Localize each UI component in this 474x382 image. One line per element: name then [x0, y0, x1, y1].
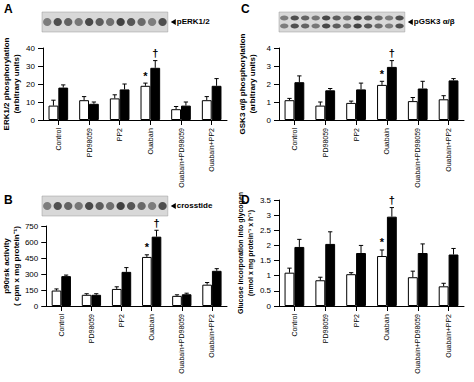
svg-text:40: 40	[26, 44, 35, 53]
svg-text:Control: Control	[55, 128, 62, 151]
svg-text:4: 4	[267, 44, 272, 53]
svg-text:PP2: PP2	[353, 314, 360, 327]
svg-text:p90rsk activity: p90rsk activity	[2, 238, 11, 294]
svg-text:Ouabain+PP2: Ouabain+PP2	[445, 128, 452, 172]
svg-text:0: 0	[34, 302, 39, 311]
svg-text:(arbitrary units): (arbitrary units)	[12, 54, 21, 113]
svg-text:PD98059: PD98059	[322, 128, 329, 157]
svg-text:30: 30	[26, 62, 35, 71]
svg-text:300: 300	[25, 270, 39, 279]
svg-text:PD98059: PD98059	[322, 314, 329, 343]
svg-text:Ouabain+PD98059: Ouabain+PD98059	[178, 314, 185, 374]
svg-text:†: †	[389, 194, 395, 206]
svg-text:450: 450	[25, 254, 39, 263]
svg-text:Ouabain+PP2: Ouabain+PP2	[445, 314, 452, 358]
svg-text:1.5: 1.5	[260, 256, 272, 265]
svg-text:A: A	[4, 2, 13, 16]
svg-text:0: 0	[267, 116, 272, 125]
svg-text:2.5: 2.5	[260, 226, 272, 235]
svg-text:Glucose incorporation into gly: Glucose incorporation into glycogen	[237, 192, 245, 314]
svg-text:3: 3	[267, 211, 272, 220]
svg-text:20: 20	[26, 80, 35, 89]
svg-text:C: C	[241, 2, 250, 16]
svg-text:Ouabain+PP2: Ouabain+PP2	[208, 128, 215, 172]
svg-text:D: D	[241, 193, 250, 207]
svg-text:Control: Control	[58, 314, 65, 337]
svg-text:Ouabain: Ouabain	[383, 128, 390, 155]
svg-text:crosstide: crosstide	[177, 201, 213, 210]
svg-text:*: *	[143, 70, 148, 82]
svg-text:*: *	[380, 68, 385, 80]
svg-text:0.5: 0.5	[260, 286, 272, 295]
svg-text:B: B	[4, 193, 13, 207]
svg-text:3: 3	[267, 62, 272, 71]
svg-text:PD98059: PD98059	[86, 128, 93, 157]
svg-text:3.5: 3.5	[260, 196, 272, 205]
svg-text:ERK1/2 phosphorylation: ERK1/2 phosphorylation	[2, 37, 11, 130]
svg-text:(arbitrary units): (arbitrary units)	[248, 54, 257, 113]
svg-text:2: 2	[267, 80, 272, 89]
svg-text:pGSK3 α/β: pGSK3 α/β	[414, 17, 455, 26]
svg-text:*: *	[380, 236, 385, 248]
svg-text:PP2: PP2	[116, 128, 123, 141]
svg-text:Ouabain+PP2: Ouabain+PP2	[208, 314, 215, 358]
svg-text:GSK3 α/β phosphorylation: GSK3 α/β phosphorylation	[238, 33, 247, 134]
svg-text:2: 2	[267, 241, 272, 250]
svg-text:PP2: PP2	[118, 314, 125, 327]
svg-text:Ouabain+PD98059: Ouabain+PD98059	[414, 128, 421, 188]
svg-text:pERK1/2: pERK1/2	[177, 17, 210, 26]
svg-text:Ouabain: Ouabain	[148, 314, 155, 341]
svg-text:(nmol x mg protein⁻¹ x h⁻¹): (nmol x mg protein⁻¹ x h⁻¹)	[247, 210, 255, 296]
svg-text:†: †	[389, 47, 395, 59]
svg-text:Control: Control	[291, 128, 298, 151]
svg-text:Ouabain+PD98059: Ouabain+PD98059	[414, 314, 421, 374]
svg-text:10: 10	[26, 98, 35, 107]
svg-text:0: 0	[267, 302, 272, 311]
svg-text:Control: Control	[291, 314, 298, 337]
svg-text:Ouabain+PD98059: Ouabain+PD98059	[178, 128, 185, 188]
svg-text:1: 1	[267, 98, 272, 107]
svg-text:1: 1	[267, 271, 272, 280]
svg-text:( cpm x mg protein⁻¹): ( cpm x mg protein⁻¹)	[12, 226, 21, 306]
svg-text:†: †	[153, 217, 159, 229]
svg-text:600: 600	[25, 238, 39, 247]
svg-text:PP2: PP2	[353, 128, 360, 141]
svg-text:†: †	[152, 47, 158, 59]
svg-text:Ouabain: Ouabain	[147, 128, 154, 155]
svg-text:*: *	[145, 241, 150, 253]
svg-text:PD98059: PD98059	[88, 314, 95, 343]
svg-text:750: 750	[25, 222, 39, 231]
svg-text:Ouabain: Ouabain	[383, 314, 390, 341]
svg-text:0: 0	[31, 116, 36, 125]
svg-text:150: 150	[25, 286, 39, 295]
